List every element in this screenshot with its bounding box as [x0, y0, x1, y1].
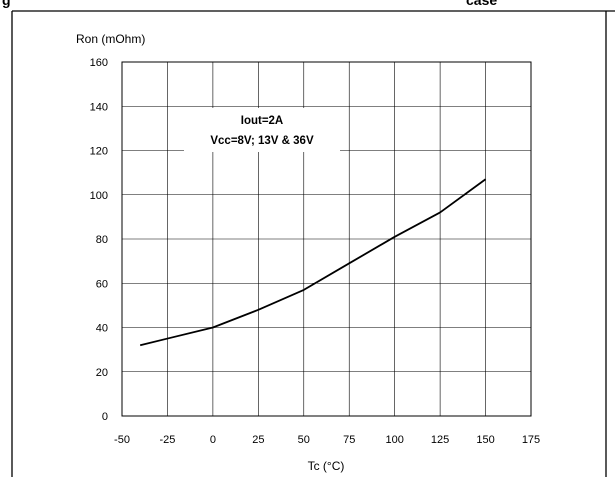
x-tick-label: -50 — [114, 434, 130, 446]
plot-area — [121, 61, 532, 417]
heading-left-fragment: g — [2, 0, 11, 8]
x-tick-label: -25 — [159, 434, 175, 446]
x-tick-label: 125 — [431, 434, 449, 446]
x-tick-label: 50 — [298, 434, 310, 446]
x-tick-label: 25 — [252, 434, 264, 446]
y-tick-label: 100 — [90, 190, 108, 202]
annotation-line-1: Iout=2A — [241, 115, 284, 127]
x-tick-labels: -50 -25 0 25 50 75 100 125 150 175 — [114, 434, 540, 446]
series-lines — [139, 178, 487, 347]
annotation-line-2: Vcc=8V; 13V & 36V — [210, 135, 314, 147]
annotation-background — [184, 108, 340, 152]
x-tick-label: 100 — [385, 434, 403, 446]
y-tick-label: 80 — [96, 234, 108, 246]
y-tick-label: 60 — [96, 278, 108, 290]
x-tick-label: 175 — [522, 434, 540, 446]
y-tick-label: 160 — [90, 57, 108, 69]
y-tick-labels: 0 20 40 60 80 100 120 140 160 — [90, 57, 108, 423]
x-tick-label: 75 — [343, 434, 355, 446]
y-tick-label: 140 — [90, 101, 108, 113]
x-axis-title: Tc (°C) — [308, 459, 345, 473]
y-tick-label: 20 — [96, 367, 108, 379]
ron-series-line — [139, 178, 487, 347]
heading-right-fragment: case — [466, 0, 497, 8]
y-tick-label: 0 — [102, 411, 108, 423]
x-tick-label: 150 — [476, 434, 494, 446]
y-axis-title: Ron (mOhm) — [76, 32, 145, 46]
y-tick-label: 120 — [90, 146, 108, 158]
y-tick-label: 40 — [96, 323, 108, 335]
x-tick-label: 0 — [210, 434, 216, 446]
